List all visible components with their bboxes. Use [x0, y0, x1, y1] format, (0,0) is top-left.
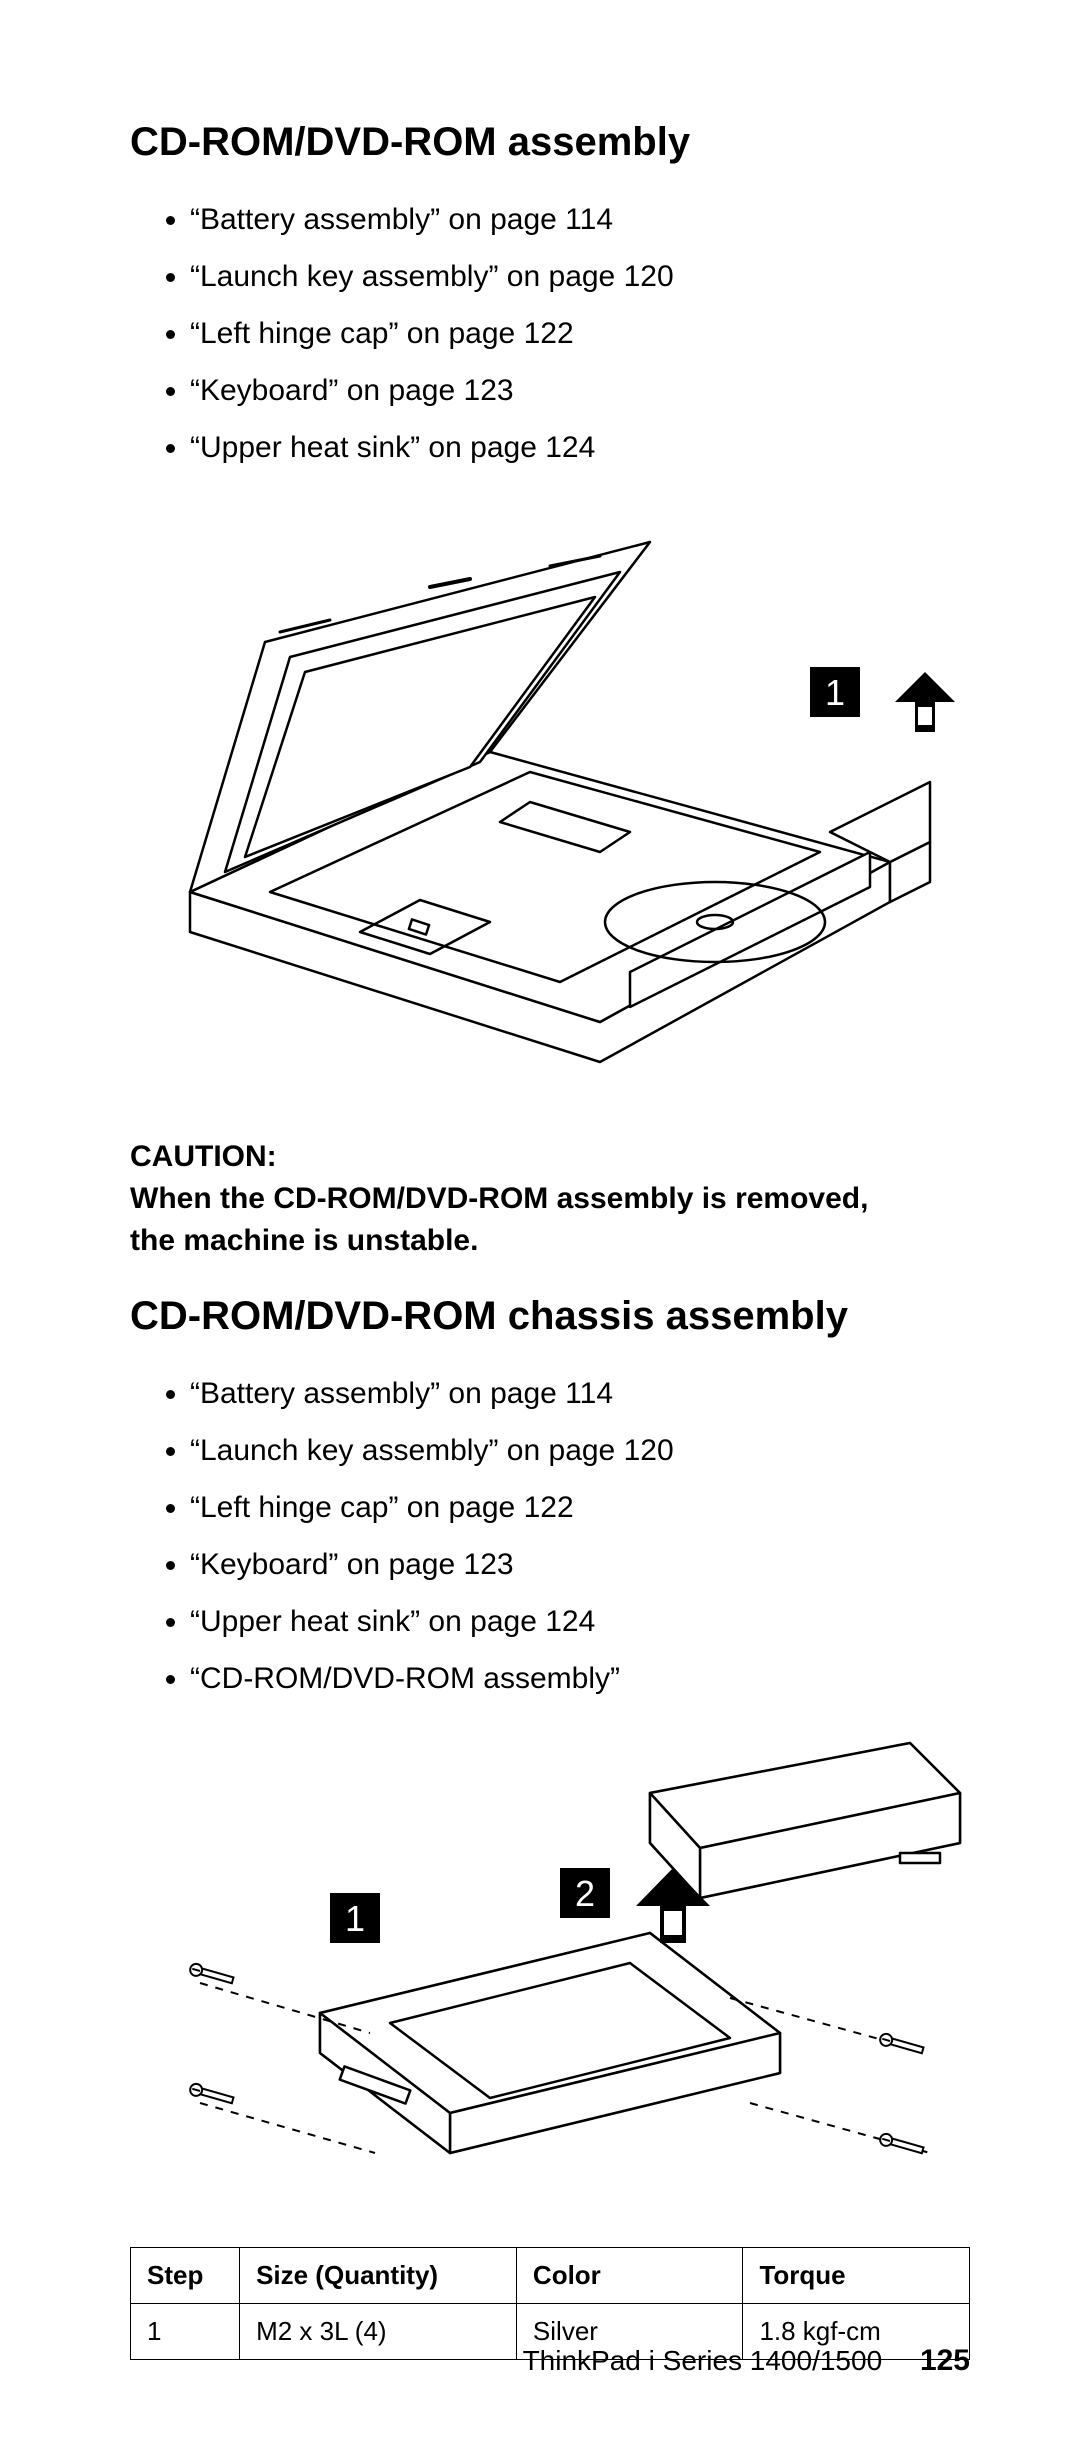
ref-item: “Upper heat sink” on page 124 — [190, 419, 970, 476]
th-size: Size (Quantity) — [240, 2248, 517, 2304]
section1-refs: “Battery assembly” on page 114 “Launch k… — [130, 191, 970, 476]
ref-item: “Keyboard” on page 123 — [190, 1536, 970, 1593]
caution-block: CAUTION: When the CD-ROM/DVD-ROM assembl… — [130, 1136, 970, 1262]
caution-line2: the machine is unstable. — [130, 1220, 970, 1262]
ref-item: “Upper heat sink” on page 124 — [190, 1593, 970, 1650]
callout-1: 1 — [825, 672, 845, 713]
ref-item: “Battery assembly” on page 114 — [190, 191, 970, 248]
ref-item: “Left hinge cap” on page 122 — [190, 305, 970, 362]
th-torque: Torque — [743, 2248, 970, 2304]
ref-item: “Battery assembly” on page 114 — [190, 1365, 970, 1422]
callout-2: 2 — [575, 1873, 595, 1914]
footer-series: ThinkPad i Series 1400/1500 — [523, 2345, 883, 2376]
section2-refs: “Battery assembly” on page 114 “Launch k… — [130, 1365, 970, 1707]
ref-item: “CD-ROM/DVD-ROM assembly” — [190, 1650, 970, 1707]
laptop-diagram-icon: 1 — [130, 502, 970, 1102]
td-step: 1 — [131, 2304, 240, 2360]
th-color: Color — [516, 2248, 743, 2304]
ref-item: “Launch key assembly” on page 120 — [190, 248, 970, 305]
th-step: Step — [131, 2248, 240, 2304]
footer-page: 125 — [920, 2344, 970, 2377]
ref-item: “Keyboard” on page 123 — [190, 362, 970, 419]
page-footer: ThinkPad i Series 1400/1500 125 — [523, 2344, 970, 2378]
callout-1b: 1 — [345, 1898, 365, 1939]
figure-chassis-assembly: 1 2 — [130, 1733, 970, 2213]
figure-cdrom-assembly: 1 — [130, 502, 970, 1102]
ref-item: “Left hinge cap” on page 122 — [190, 1479, 970, 1536]
section1-title: CD-ROM/DVD-ROM assembly — [130, 120, 970, 165]
chassis-diagram-icon: 1 2 — [130, 1733, 970, 2213]
td-size: M2 x 3L (4) — [240, 2304, 517, 2360]
section2-title: CD-ROM/DVD-ROM chassis assembly — [130, 1294, 970, 1339]
caution-line1: When the CD-ROM/DVD-ROM assembly is remo… — [130, 1178, 970, 1220]
page: CD-ROM/DVD-ROM assembly “Battery assembl… — [0, 0, 1080, 2448]
ref-item: “Launch key assembly” on page 120 — [190, 1422, 970, 1479]
caution-label: CAUTION: — [130, 1136, 970, 1178]
